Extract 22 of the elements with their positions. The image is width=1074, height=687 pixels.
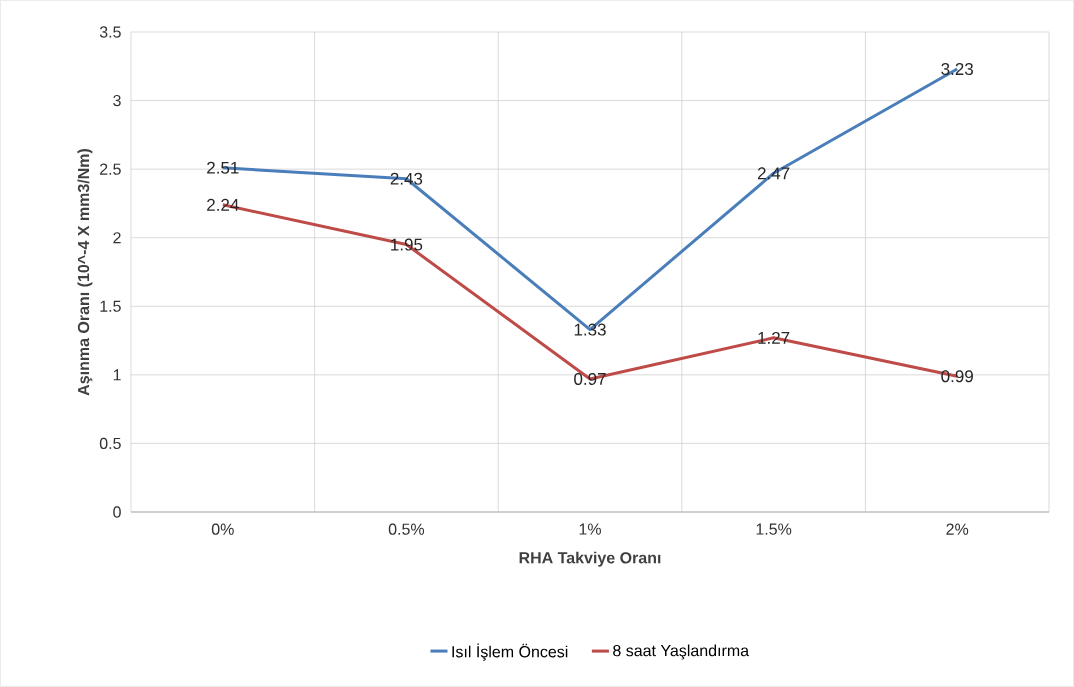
legend-label: Isıl İşlem Öncesi (452, 643, 568, 661)
data-label: 2.24 (207, 198, 239, 211)
x-tick-label: 1.5% (756, 523, 792, 535)
y-tick-label: 0.5 (99, 437, 121, 450)
data-label: 3.23 (941, 63, 973, 76)
y-tick-label: 2.5 (100, 163, 121, 175)
data-label: 0.99 (941, 370, 973, 383)
x-tick-label: 0.5% (388, 523, 425, 535)
y-tick-label: 3.5 (99, 26, 121, 38)
legend-label: 8 saat Yaşlandırma (613, 644, 750, 660)
x-tick-label: 2% (946, 523, 969, 535)
x-tick-label: 0% (211, 523, 234, 535)
x-axis-title: RHA Takviye Oranı (519, 551, 661, 567)
y-tick-label: 3 (113, 94, 121, 107)
y-tick-label: 0 (113, 506, 121, 518)
y-tick-label: 1.5 (100, 300, 121, 312)
y-axis-title: Aşınma Oranı (10^-4 X mm3/Nm) (77, 148, 93, 396)
y-tick-label: 2 (113, 232, 121, 244)
data-label: 1.33 (574, 323, 606, 336)
y-tick-label: 1 (113, 369, 121, 381)
x-tick-label: 1% (579, 523, 601, 535)
data-label: 2.51 (207, 161, 239, 174)
